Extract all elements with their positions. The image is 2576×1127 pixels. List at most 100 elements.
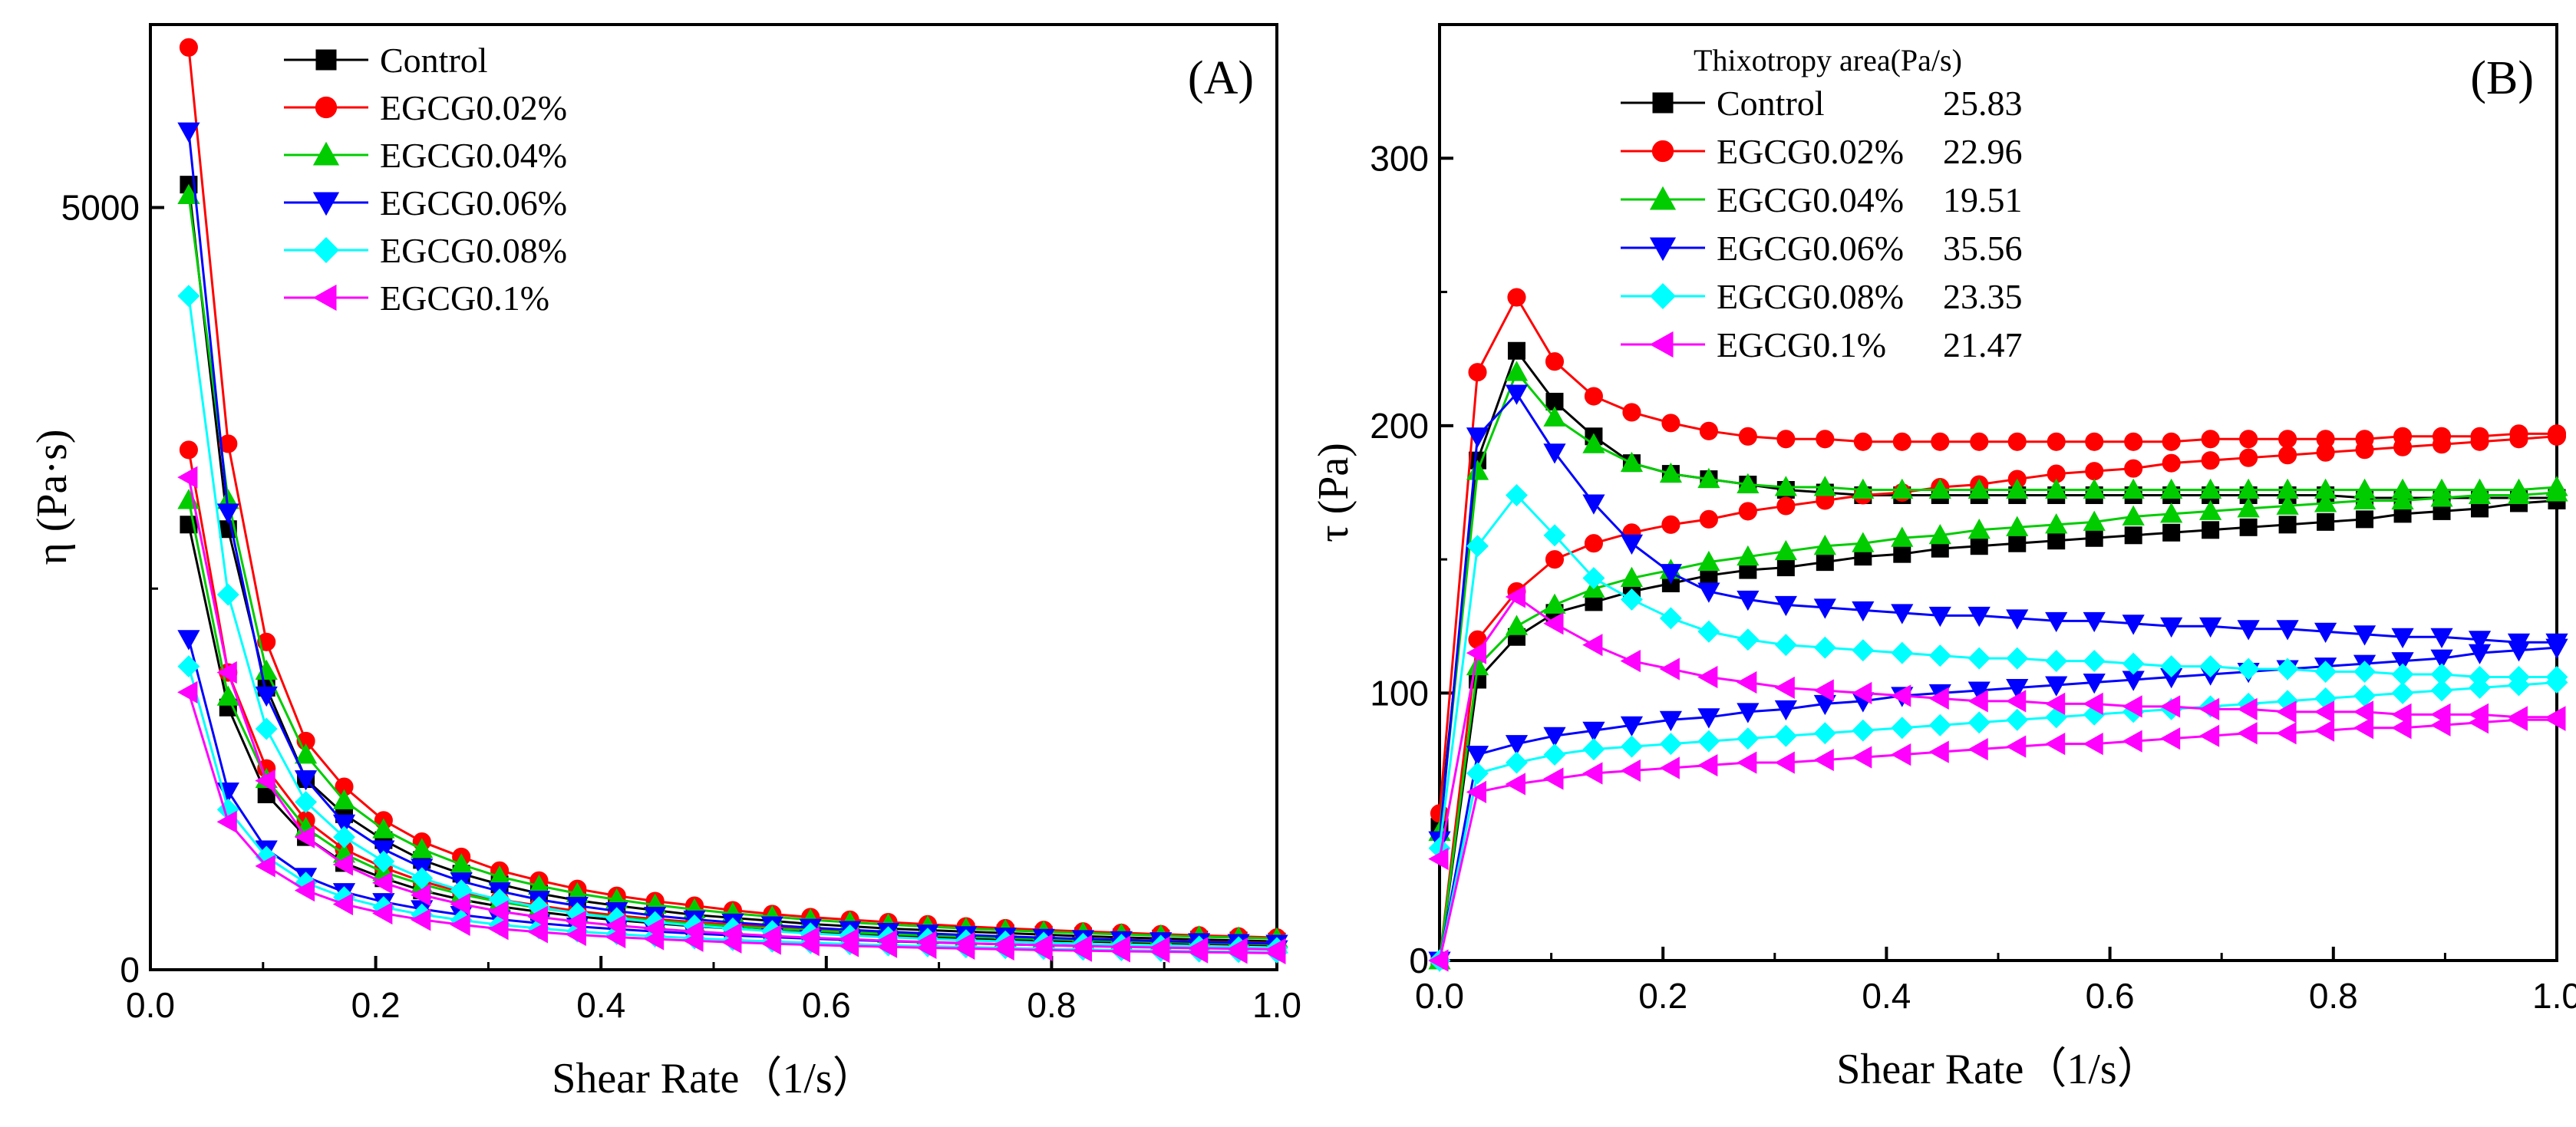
data-point [2162, 453, 2181, 473]
data-point [1737, 590, 1760, 611]
data-point [1543, 612, 1564, 635]
data-point [1737, 473, 1760, 494]
legend-marker [312, 141, 340, 166]
data-point [2199, 478, 2222, 499]
data-point [2008, 534, 2027, 552]
data-point [1659, 733, 1682, 756]
data-point [1697, 665, 1718, 689]
data-point [2507, 483, 2531, 504]
data-point [411, 838, 434, 858]
data-point [916, 936, 937, 959]
data-point [1891, 478, 1914, 499]
data-point [2276, 657, 2299, 680]
data-point [1110, 940, 1130, 963]
data-point [1967, 681, 1991, 702]
data-point [1466, 746, 1489, 766]
data-point [1187, 941, 1209, 964]
data-point [488, 900, 509, 923]
data-point [1545, 550, 1565, 569]
data-point [1505, 735, 1529, 756]
data-point [332, 853, 353, 876]
panel-b: 0.0 0.2 0.4 0.6 0.8 1.0 0 100 200 300 Shear Rate（1… [1310, 23, 2576, 1093]
data-point [1737, 751, 1757, 774]
y-tick-label: 300 [1370, 138, 1429, 178]
data-point [2239, 448, 2258, 467]
data-point [1852, 719, 1875, 742]
data-point [2508, 674, 2530, 697]
series-egcg0-1- [1428, 585, 2566, 972]
data-point [332, 789, 356, 809]
data-point [2509, 430, 2528, 449]
data-point [177, 122, 200, 143]
data-point [2007, 432, 2027, 451]
data-point [1852, 746, 1872, 769]
data-point [2085, 432, 2104, 451]
data-point [2393, 437, 2413, 456]
data-point [216, 661, 237, 684]
data-point [2005, 690, 2027, 713]
data-point [372, 872, 393, 895]
data-point [1505, 585, 1525, 608]
data-point [2085, 529, 2103, 547]
data-point [2276, 620, 2299, 641]
data-point [838, 934, 859, 957]
data-point [1928, 644, 1951, 667]
data-point [2545, 638, 2568, 659]
data-point [1928, 687, 1949, 710]
data-point [488, 918, 509, 941]
data-point [643, 928, 665, 951]
data-point [1543, 443, 1566, 464]
data-point [1428, 949, 1449, 972]
data-point [2122, 505, 2145, 526]
data-point [1813, 598, 1836, 619]
data-point [1697, 753, 1718, 777]
x-tick-label: 0.2 [351, 985, 401, 1025]
data-point [332, 814, 356, 835]
data-point [1466, 460, 1489, 480]
data-point [2430, 486, 2453, 507]
data-point [1891, 717, 1914, 740]
data-point [1697, 730, 1720, 753]
data-point [1852, 601, 1875, 622]
data-point [2391, 489, 2414, 509]
data-point [1620, 650, 1641, 673]
data-point [1584, 387, 1603, 406]
data-point [1466, 780, 1487, 803]
data-point [1813, 679, 1834, 702]
data-point [1970, 432, 1989, 451]
data-point [1466, 427, 1489, 448]
data-point [1892, 432, 1911, 451]
data-point [760, 932, 781, 955]
data-point [1507, 288, 1526, 307]
panel-label: (A) [1188, 52, 1254, 104]
data-point [1853, 432, 1872, 451]
data-point [1505, 361, 1529, 381]
series-egcg0-1- [177, 466, 1286, 964]
data-point [1774, 724, 1797, 747]
data-point [2124, 526, 2142, 545]
x-tick-label: 0.8 [2309, 976, 2358, 1016]
data-point [1659, 657, 1680, 680]
data-point [2047, 432, 2066, 451]
legend-area-value: 22.96 [1943, 132, 2023, 171]
data-point [1852, 639, 1875, 662]
data-point [2353, 661, 2376, 683]
data-point [1928, 478, 1951, 499]
data-point [1928, 606, 1951, 628]
legend-label: EGCG0.04% [380, 136, 567, 175]
data-point [2085, 462, 2104, 481]
data-point [2201, 430, 2220, 449]
data-point [1659, 710, 1682, 732]
data-point [2083, 510, 2106, 531]
data-point [2199, 499, 2222, 520]
data-point [2198, 724, 2220, 747]
data-point [1776, 496, 1796, 516]
legend-marker [1649, 237, 1677, 262]
data-point [2160, 617, 2183, 638]
data-point [372, 850, 395, 873]
legend: Control EGCG0.02% EGCG0.04% EGCG0.06% EGCG0.… [284, 41, 567, 318]
data-point [1506, 484, 1528, 506]
data-point [1466, 654, 1489, 676]
data-point [2083, 733, 2103, 756]
